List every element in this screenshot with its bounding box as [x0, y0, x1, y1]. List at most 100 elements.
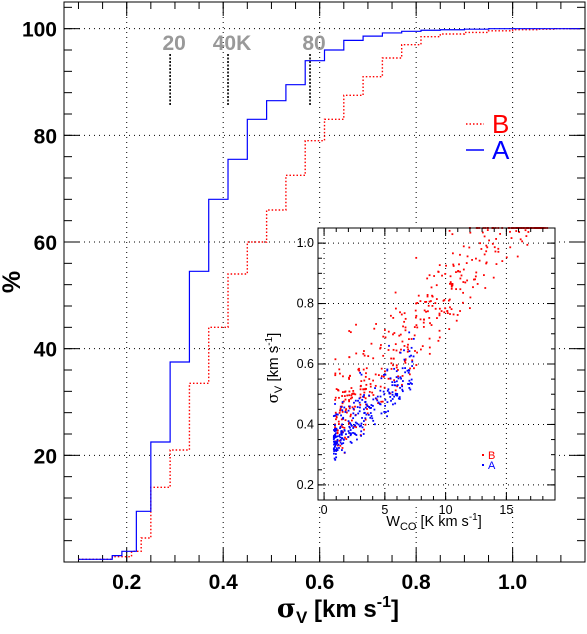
inset-point-b — [521, 240, 524, 243]
inset-point-b — [403, 320, 406, 323]
temperature-marker-label: 20 — [162, 32, 185, 55]
inset-point-a — [411, 365, 414, 367]
inset-point-b — [392, 316, 395, 319]
inset-point-a — [412, 337, 415, 340]
inset-point-a — [341, 431, 344, 434]
inset-point-b — [505, 256, 508, 259]
inset-point-a — [384, 373, 387, 376]
inset-point-b — [384, 370, 386, 373]
inset-point-b — [334, 426, 336, 429]
inset-point-a — [401, 390, 404, 393]
inset-point-b — [341, 447, 344, 449]
inset-point-a — [409, 382, 412, 384]
inset-point-b — [387, 349, 390, 351]
inset-point-a — [394, 393, 397, 396]
inset-point-b — [334, 396, 337, 399]
inset-point-a — [336, 449, 339, 452]
inset-point-a — [408, 383, 411, 385]
inset-point-a — [340, 414, 342, 417]
inset-point-b — [462, 245, 465, 248]
inset-point-a — [347, 430, 350, 432]
inset-point-a — [347, 409, 350, 412]
inset-point-b — [349, 413, 352, 416]
inset-point-a — [340, 432, 343, 435]
inset-point-b — [424, 301, 426, 303]
inset-point-b — [448, 328, 451, 330]
inset-point-b — [456, 314, 459, 316]
inset-point-b — [390, 357, 393, 360]
main-x-tick-labels: 0.2 0.4 0.6 0.8 1.0 — [112, 571, 527, 594]
inset-point-b — [380, 344, 382, 346]
inset-point-b — [337, 389, 340, 392]
inset-point-a — [335, 440, 337, 443]
inset-point-b — [527, 231, 530, 233]
inset-point-b — [351, 406, 354, 409]
inset-point-a — [395, 380, 398, 383]
inset-point-a — [363, 408, 365, 411]
inset-point-a — [334, 427, 336, 430]
inset-point-a — [382, 390, 385, 393]
inset-point-a — [336, 435, 339, 438]
inset-point-b — [341, 395, 344, 397]
inset-point-b — [344, 390, 347, 393]
inset-point-a — [347, 436, 350, 439]
inset-point-b — [343, 426, 346, 429]
inset-point-b — [428, 346, 431, 349]
inset-point-a — [378, 402, 381, 405]
inset-point-a — [354, 399, 357, 402]
inset-point-a — [341, 423, 344, 426]
inset-point-a — [334, 445, 336, 448]
inset-point-b — [443, 299, 446, 301]
inset-point-a — [344, 411, 347, 413]
inset-point-a — [348, 405, 351, 408]
inset-point-b — [478, 259, 481, 262]
inset-point-b — [442, 299, 445, 302]
inset-point-a — [340, 433, 343, 436]
inset-point-a — [355, 434, 358, 436]
inset-point-a — [387, 388, 390, 391]
inset-point-b — [446, 310, 449, 313]
inset-point-b — [389, 392, 392, 395]
inset-point-a — [391, 391, 394, 394]
inset-point-a — [407, 371, 410, 374]
inset-point-b — [441, 274, 443, 277]
inset-point-a — [334, 432, 337, 435]
inset-point-a — [338, 447, 340, 449]
inset-point-b — [368, 390, 371, 393]
inset-point-b — [485, 261, 488, 264]
inset-point-b — [394, 343, 397, 346]
inset-point-b — [349, 397, 352, 400]
inset-point-b — [493, 246, 496, 249]
inset-point-b — [358, 369, 361, 372]
inset-point-b — [488, 239, 491, 242]
inset-point-b — [339, 372, 341, 375]
inset-point-a — [389, 396, 392, 398]
inset-point-a — [358, 425, 361, 428]
inset-legend-marker-b — [482, 454, 484, 456]
inset-point-a — [357, 423, 360, 426]
inset-point-a — [342, 438, 345, 441]
inset-point-b — [380, 400, 383, 403]
inset-point-a — [336, 442, 339, 444]
inset-point-b — [349, 415, 352, 418]
inset-point-b — [351, 396, 354, 399]
inset-point-b — [452, 263, 455, 266]
inset-point-b — [344, 409, 347, 412]
inset-point-b — [392, 348, 395, 351]
inset-point-a — [334, 434, 337, 436]
inset-point-b — [491, 242, 494, 245]
inset-point-b — [425, 310, 427, 313]
inset-point-b — [452, 265, 455, 267]
inset-point-b — [516, 255, 519, 258]
inset-point-b — [443, 311, 446, 314]
inset-point-b — [337, 420, 340, 423]
inset-point-b — [427, 310, 429, 313]
inset-point-b — [423, 309, 426, 312]
inset-point-a — [410, 346, 413, 349]
main-frame-rect — [63, 1, 586, 563]
inset-point-b — [359, 393, 362, 396]
inset-point-b — [472, 286, 474, 289]
inset-point-b — [431, 305, 434, 307]
inset-point-a — [335, 443, 338, 445]
inset-point-a — [333, 452, 335, 455]
